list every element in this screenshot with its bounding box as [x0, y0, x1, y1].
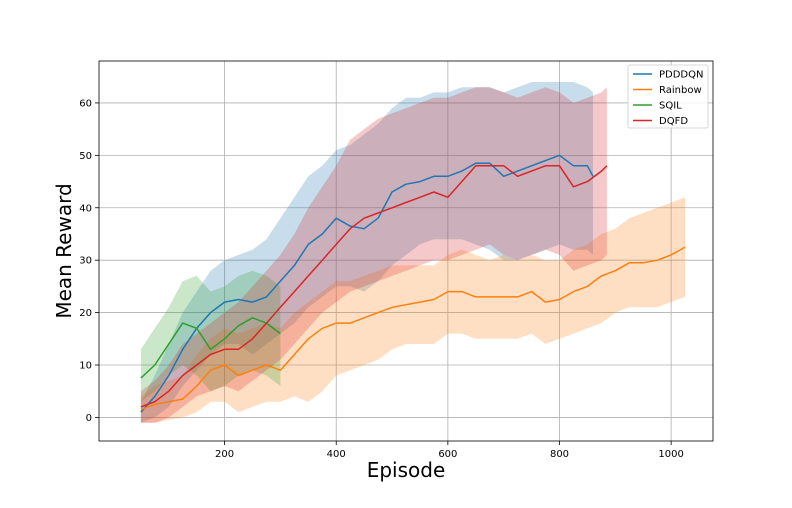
legend-label-sqil: SQIL: [659, 101, 682, 112]
rainbow-band: [140, 197, 686, 423]
legend-label-pdddqn: PDDDQN: [659, 70, 703, 81]
x-tick-label: 600: [438, 449, 457, 460]
axis-ticks: 200 400 600 800 1000 0 10 20 30 40 50 60: [79, 98, 684, 460]
x-axis-label: Episode: [367, 458, 446, 482]
y-tick-label: 10: [79, 361, 92, 372]
pdddqn-line: [140, 154, 594, 413]
y-tick-label: 20: [79, 308, 92, 319]
grid: [99, 61, 713, 441]
sqil-line: [140, 317, 281, 379]
y-tick-label: 50: [79, 151, 92, 162]
legend: PDDDQN Rainbow SQIL DQFD: [627, 64, 709, 129]
dqfd-line: [140, 165, 608, 408]
dqfd-band: [140, 87, 607, 423]
legend-box: [627, 64, 709, 129]
x-tick-label: 1000: [658, 449, 683, 460]
legend-label-dqfd: DQFD: [659, 116, 688, 127]
x-tick-label: 200: [215, 449, 234, 460]
y-tick-label: 40: [79, 203, 92, 214]
legend-label-rainbow: Rainbow: [659, 85, 702, 96]
x-tick-label: 800: [550, 449, 569, 460]
rainbow-line: [140, 246, 686, 411]
legend-items: PDDDQN Rainbow SQIL DQFD: [633, 70, 703, 127]
y-tick-label: 60: [79, 98, 92, 109]
y-tick-label: 30: [79, 256, 92, 267]
y-tick-label: 0: [86, 413, 92, 424]
y-axis-label: Mean Reward: [52, 183, 76, 318]
sqil-band: [140, 270, 281, 402]
x-tick-label: 400: [327, 449, 346, 460]
series-lines: [140, 154, 686, 413]
plot-area-frame: [98, 60, 714, 442]
